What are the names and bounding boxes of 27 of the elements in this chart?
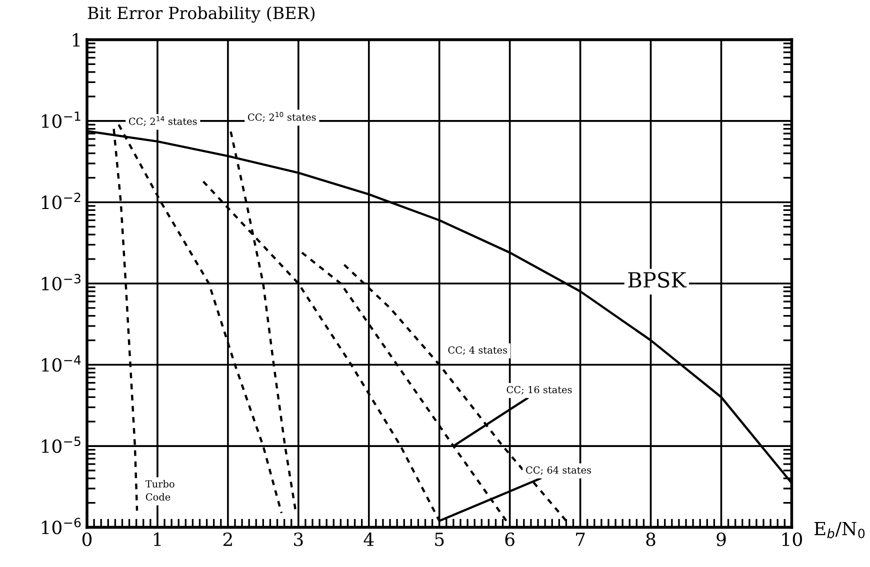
x-tick-label: 6 — [505, 532, 514, 546]
x-tick-label: 4 — [364, 532, 374, 546]
x-tick-label: 8 — [646, 532, 656, 546]
x-tick-label: 2 — [223, 532, 232, 546]
y-tick-label: 10$^{−6}$ — [42, 518, 81, 534]
text: CC; 64 states — [526, 466, 592, 475]
x-tick-label: 1 — [154, 532, 161, 546]
x-tick-label: 3 — [294, 532, 303, 546]
series-label: CC; 4 states — [448, 346, 508, 355]
y-tick-label: 10$^{−1}$ — [42, 112, 80, 128]
x-tick-label: 5 — [435, 532, 444, 546]
text: CC; 16 states — [506, 386, 572, 394]
x-axis-title: E$_{b}$/N$_{0}$ — [814, 522, 865, 538]
y-tick-label: 10$^{−5}$ — [42, 436, 80, 454]
x-tick-label: 9 — [716, 532, 726, 546]
series-label: BPSK — [628, 272, 687, 288]
text: CC; 2$^{10}$ states — [248, 112, 316, 122]
x-tick-label: 0 — [82, 532, 92, 546]
y-tick-label: 10$^{−4}$ — [42, 355, 81, 372]
series-label: CC; 2$^{14}$ states — [128, 116, 197, 126]
chart-title: Bit Error Probability (BER) — [88, 6, 315, 23]
y-tick-label: 10$^{−2}$ — [42, 192, 80, 210]
y-tick-label: 1 — [72, 33, 80, 47]
x-tick-label: 7 — [576, 532, 585, 546]
series-label: Turbo Code — [145, 480, 174, 501]
x-tick-label: 10 — [782, 532, 802, 546]
y-tick-label: 10$^{−3}$ — [42, 274, 80, 290]
